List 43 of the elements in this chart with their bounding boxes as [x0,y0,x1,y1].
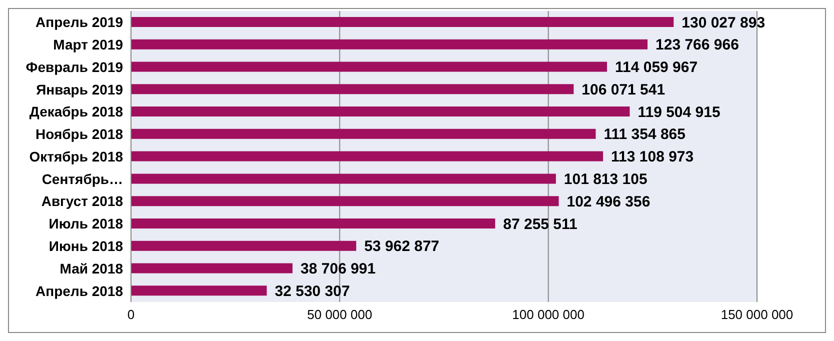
bar [131,106,630,117]
data-label: 38 706 991 [300,260,376,278]
data-label: 102 496 356 [566,193,650,210]
bar [131,286,267,296]
y-tick-label: Ноябрь 2018 [36,126,124,142]
x-tick-label: 100 000 000 [512,307,584,322]
y-tick-label: Январь 2019 [36,81,124,98]
y-tick-label: Август 2018 [41,193,124,210]
data-label: 119 504 915 [638,104,720,121]
bar [131,263,293,274]
data-label: 111 354 865 [604,126,686,144]
bar [131,128,596,139]
bar [131,196,559,206]
data-label: 123 766 966 [656,36,739,54]
x-tick-label: 50 000 000 [307,307,372,322]
y-tick-label: Июль 2018 [48,216,124,232]
y-tick-label: Февраль 2019 [26,58,124,75]
bar [131,151,604,162]
data-label: 32 530 307 [274,282,350,300]
data-label: 87 255 511 [503,216,578,233]
y-tick-label: Сентябрь… [42,170,123,187]
y-tick-label: Апрель 2019 [36,14,124,30]
data-label: 53 962 877 [364,238,440,256]
data-label: 113 108 973 [611,148,694,166]
x-tick-label: 0 [127,307,135,322]
y-tick-label: Октябрь 2018 [29,148,124,164]
bar [131,240,356,251]
y-tick-label: Июнь 2018 [48,238,124,254]
data-label: 130 027 893 [682,14,766,32]
bar [131,62,608,72]
data-label: 101 813 105 [564,171,648,188]
y-tick-label: Март 2019 [53,36,124,53]
bar [131,17,674,27]
bar [131,174,556,184]
bar [131,39,648,50]
bar [131,218,496,228]
y-tick-label: Апрель 2018 [36,282,124,299]
data-label: 114 059 967 [615,59,698,76]
bar [131,84,574,94]
y-tick-label: Май 2018 [60,260,124,276]
x-tick-label: 150 000 000 [720,307,794,322]
data-label: 106 071 541 [582,81,666,98]
y-tick-label: Декабрь 2018 [29,104,124,120]
